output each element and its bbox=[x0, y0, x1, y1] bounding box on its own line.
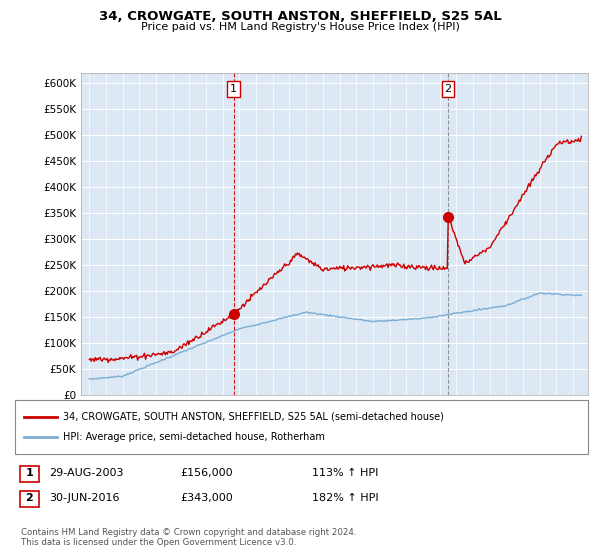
Text: 1: 1 bbox=[26, 468, 33, 478]
Text: 34, CROWGATE, SOUTH ANSTON, SHEFFIELD, S25 5AL: 34, CROWGATE, SOUTH ANSTON, SHEFFIELD, S… bbox=[98, 10, 502, 23]
Text: £156,000: £156,000 bbox=[180, 468, 233, 478]
Text: 29-AUG-2003: 29-AUG-2003 bbox=[49, 468, 124, 478]
Text: 113% ↑ HPI: 113% ↑ HPI bbox=[312, 468, 379, 478]
Text: 2: 2 bbox=[26, 493, 33, 503]
Text: 2: 2 bbox=[445, 84, 451, 94]
Text: 1: 1 bbox=[230, 84, 237, 94]
Text: £343,000: £343,000 bbox=[180, 493, 233, 503]
Text: Contains HM Land Registry data © Crown copyright and database right 2024.
This d: Contains HM Land Registry data © Crown c… bbox=[21, 528, 356, 547]
Text: Price paid vs. HM Land Registry's House Price Index (HPI): Price paid vs. HM Land Registry's House … bbox=[140, 22, 460, 32]
Text: 30-JUN-2016: 30-JUN-2016 bbox=[49, 493, 120, 503]
Text: HPI: Average price, semi-detached house, Rotherham: HPI: Average price, semi-detached house,… bbox=[63, 432, 325, 442]
Text: 34, CROWGATE, SOUTH ANSTON, SHEFFIELD, S25 5AL (semi-detached house): 34, CROWGATE, SOUTH ANSTON, SHEFFIELD, S… bbox=[63, 412, 444, 422]
Text: 182% ↑ HPI: 182% ↑ HPI bbox=[312, 493, 379, 503]
